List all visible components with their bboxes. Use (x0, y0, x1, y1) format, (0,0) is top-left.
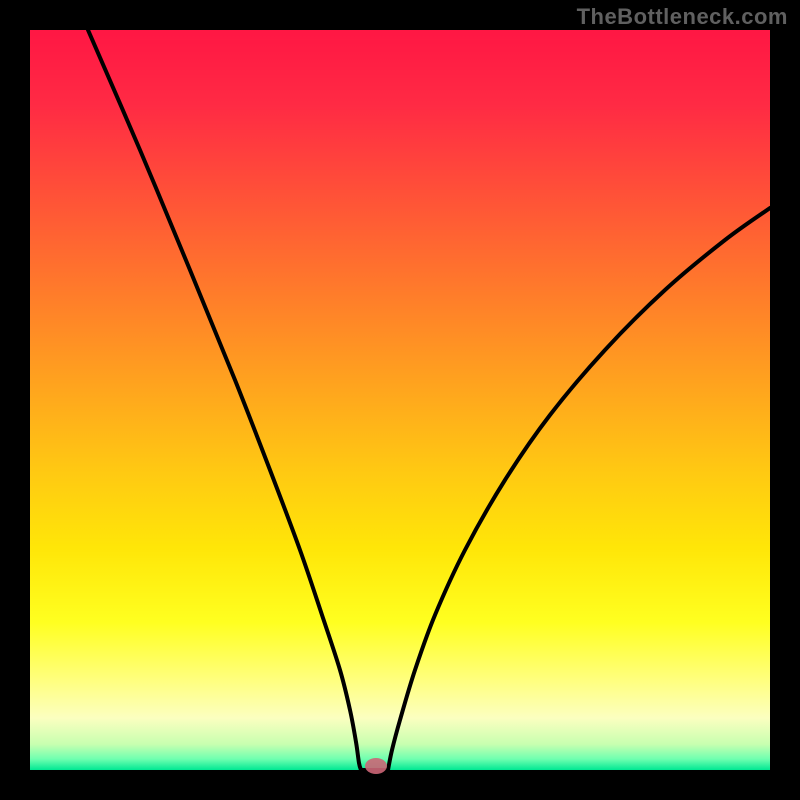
watermark-text: TheBottleneck.com (577, 4, 788, 30)
optimum-marker (365, 758, 387, 774)
bottleneck-curve (30, 30, 770, 770)
plot-area (30, 30, 770, 770)
curve-path (88, 30, 770, 770)
chart-frame: TheBottleneck.com (0, 0, 800, 800)
